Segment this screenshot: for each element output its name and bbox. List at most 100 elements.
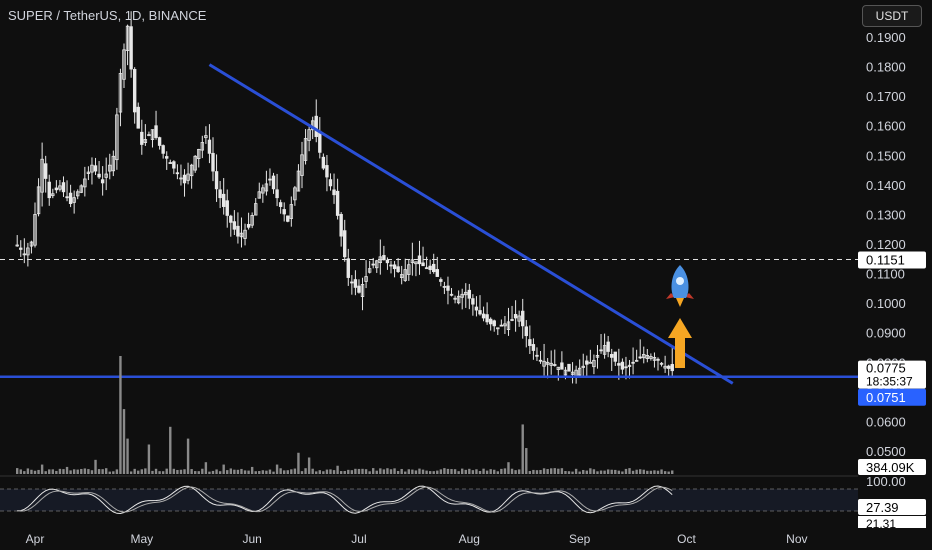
candle-body xyxy=(521,310,525,327)
x-tick-label: Sep xyxy=(569,532,591,546)
candle-body xyxy=(136,106,140,129)
volume-bar xyxy=(560,468,564,474)
volume-bar xyxy=(389,469,393,474)
x-axis: Apr May Jun Jul Aug Sep Oct Nov xyxy=(26,532,808,546)
candle-body xyxy=(631,361,635,364)
volume-bar xyxy=(322,471,325,474)
candle-body xyxy=(29,241,34,247)
dashed-level-tag xyxy=(858,251,926,269)
candle-body xyxy=(282,209,286,215)
candle-body xyxy=(54,187,59,191)
volume-bar xyxy=(236,469,240,474)
candle-body xyxy=(204,135,208,139)
volume-bar xyxy=(165,468,168,474)
candle-body xyxy=(492,320,496,327)
volume-bars xyxy=(16,356,674,474)
volume-bar xyxy=(275,464,279,474)
candle-body xyxy=(588,361,593,364)
candle-body xyxy=(286,215,290,222)
volume-bar xyxy=(606,469,610,474)
volume-bar xyxy=(635,469,638,474)
volume-bar xyxy=(493,469,496,474)
volume-bar xyxy=(457,471,460,474)
volume-bar xyxy=(592,469,596,474)
candle-body xyxy=(293,187,297,201)
candle-body xyxy=(446,285,450,291)
volume-bar xyxy=(382,469,386,474)
candle-body xyxy=(545,361,550,365)
candle-body xyxy=(620,361,625,370)
stoch-k-tag xyxy=(858,499,926,515)
volume-bar xyxy=(425,470,428,474)
volume-bar xyxy=(500,468,503,474)
candle-body xyxy=(449,293,454,296)
volume-bar xyxy=(286,470,289,474)
candle-body xyxy=(33,214,37,246)
candle-body xyxy=(567,363,571,372)
candle-body xyxy=(314,115,318,137)
volume-bar xyxy=(55,470,58,474)
volume-bar xyxy=(48,469,51,474)
candle-body xyxy=(239,232,244,238)
arrow-shape xyxy=(668,318,692,368)
candle-body xyxy=(602,345,607,355)
candle-body xyxy=(610,354,614,358)
volume-bar xyxy=(599,470,603,474)
candle-body xyxy=(58,185,62,190)
candle-body xyxy=(642,354,646,359)
volume-bar xyxy=(663,471,667,474)
volume-bar xyxy=(290,469,293,474)
volume-bar xyxy=(151,470,154,474)
stoch-d-tag xyxy=(858,516,926,528)
volume-bar xyxy=(503,468,507,474)
volume-bar xyxy=(80,468,83,474)
candle-body xyxy=(421,262,425,267)
rocket-fin-right xyxy=(685,293,694,299)
volume-bar xyxy=(240,468,243,474)
volume-bar xyxy=(19,469,22,474)
volume-bar xyxy=(471,470,475,474)
candle-body xyxy=(207,139,212,154)
volume-bar xyxy=(158,471,161,474)
volume-bar xyxy=(261,470,265,474)
y-tick-label: 0.0500 xyxy=(866,444,906,459)
candle-body xyxy=(65,196,69,199)
y-tick-label: 0.1300 xyxy=(866,207,906,222)
candle-body xyxy=(485,314,489,323)
volume-tag xyxy=(858,459,926,475)
candle-body xyxy=(193,155,197,171)
volume-bar xyxy=(69,470,72,474)
volume-bar xyxy=(485,470,489,474)
stoch-k-line xyxy=(17,485,673,515)
volume-bar xyxy=(589,468,592,474)
volume-bar xyxy=(453,469,457,474)
candle-body xyxy=(353,279,358,288)
volume-bar xyxy=(610,469,613,474)
volume-bar xyxy=(137,470,140,474)
volume-bar xyxy=(226,470,229,474)
volume-bar xyxy=(336,465,339,474)
symbol-title[interactable]: SUPER / TetherUS, 1D, BINANCE xyxy=(8,8,207,23)
volume-bar xyxy=(119,356,122,474)
candle-body xyxy=(663,365,667,369)
candle-body xyxy=(343,230,347,258)
volume-bar xyxy=(23,471,26,474)
volume-bar xyxy=(129,471,133,474)
x-tick-label: Aug xyxy=(459,532,480,546)
volume-bar xyxy=(532,469,535,474)
volume-bar xyxy=(247,470,250,474)
volume-bar xyxy=(489,469,492,474)
volume-bar xyxy=(585,470,588,474)
volume-bar xyxy=(332,470,336,474)
volume-bar xyxy=(667,471,670,474)
candle-body xyxy=(624,366,628,369)
volume-bar xyxy=(614,469,617,474)
volume-bar xyxy=(329,469,332,474)
y-tick-label: 0.1500 xyxy=(866,148,906,163)
candle-body xyxy=(581,365,585,368)
candle-body xyxy=(634,359,639,362)
currency-button[interactable]: USDT xyxy=(862,5,922,27)
volume-bar xyxy=(30,469,33,474)
